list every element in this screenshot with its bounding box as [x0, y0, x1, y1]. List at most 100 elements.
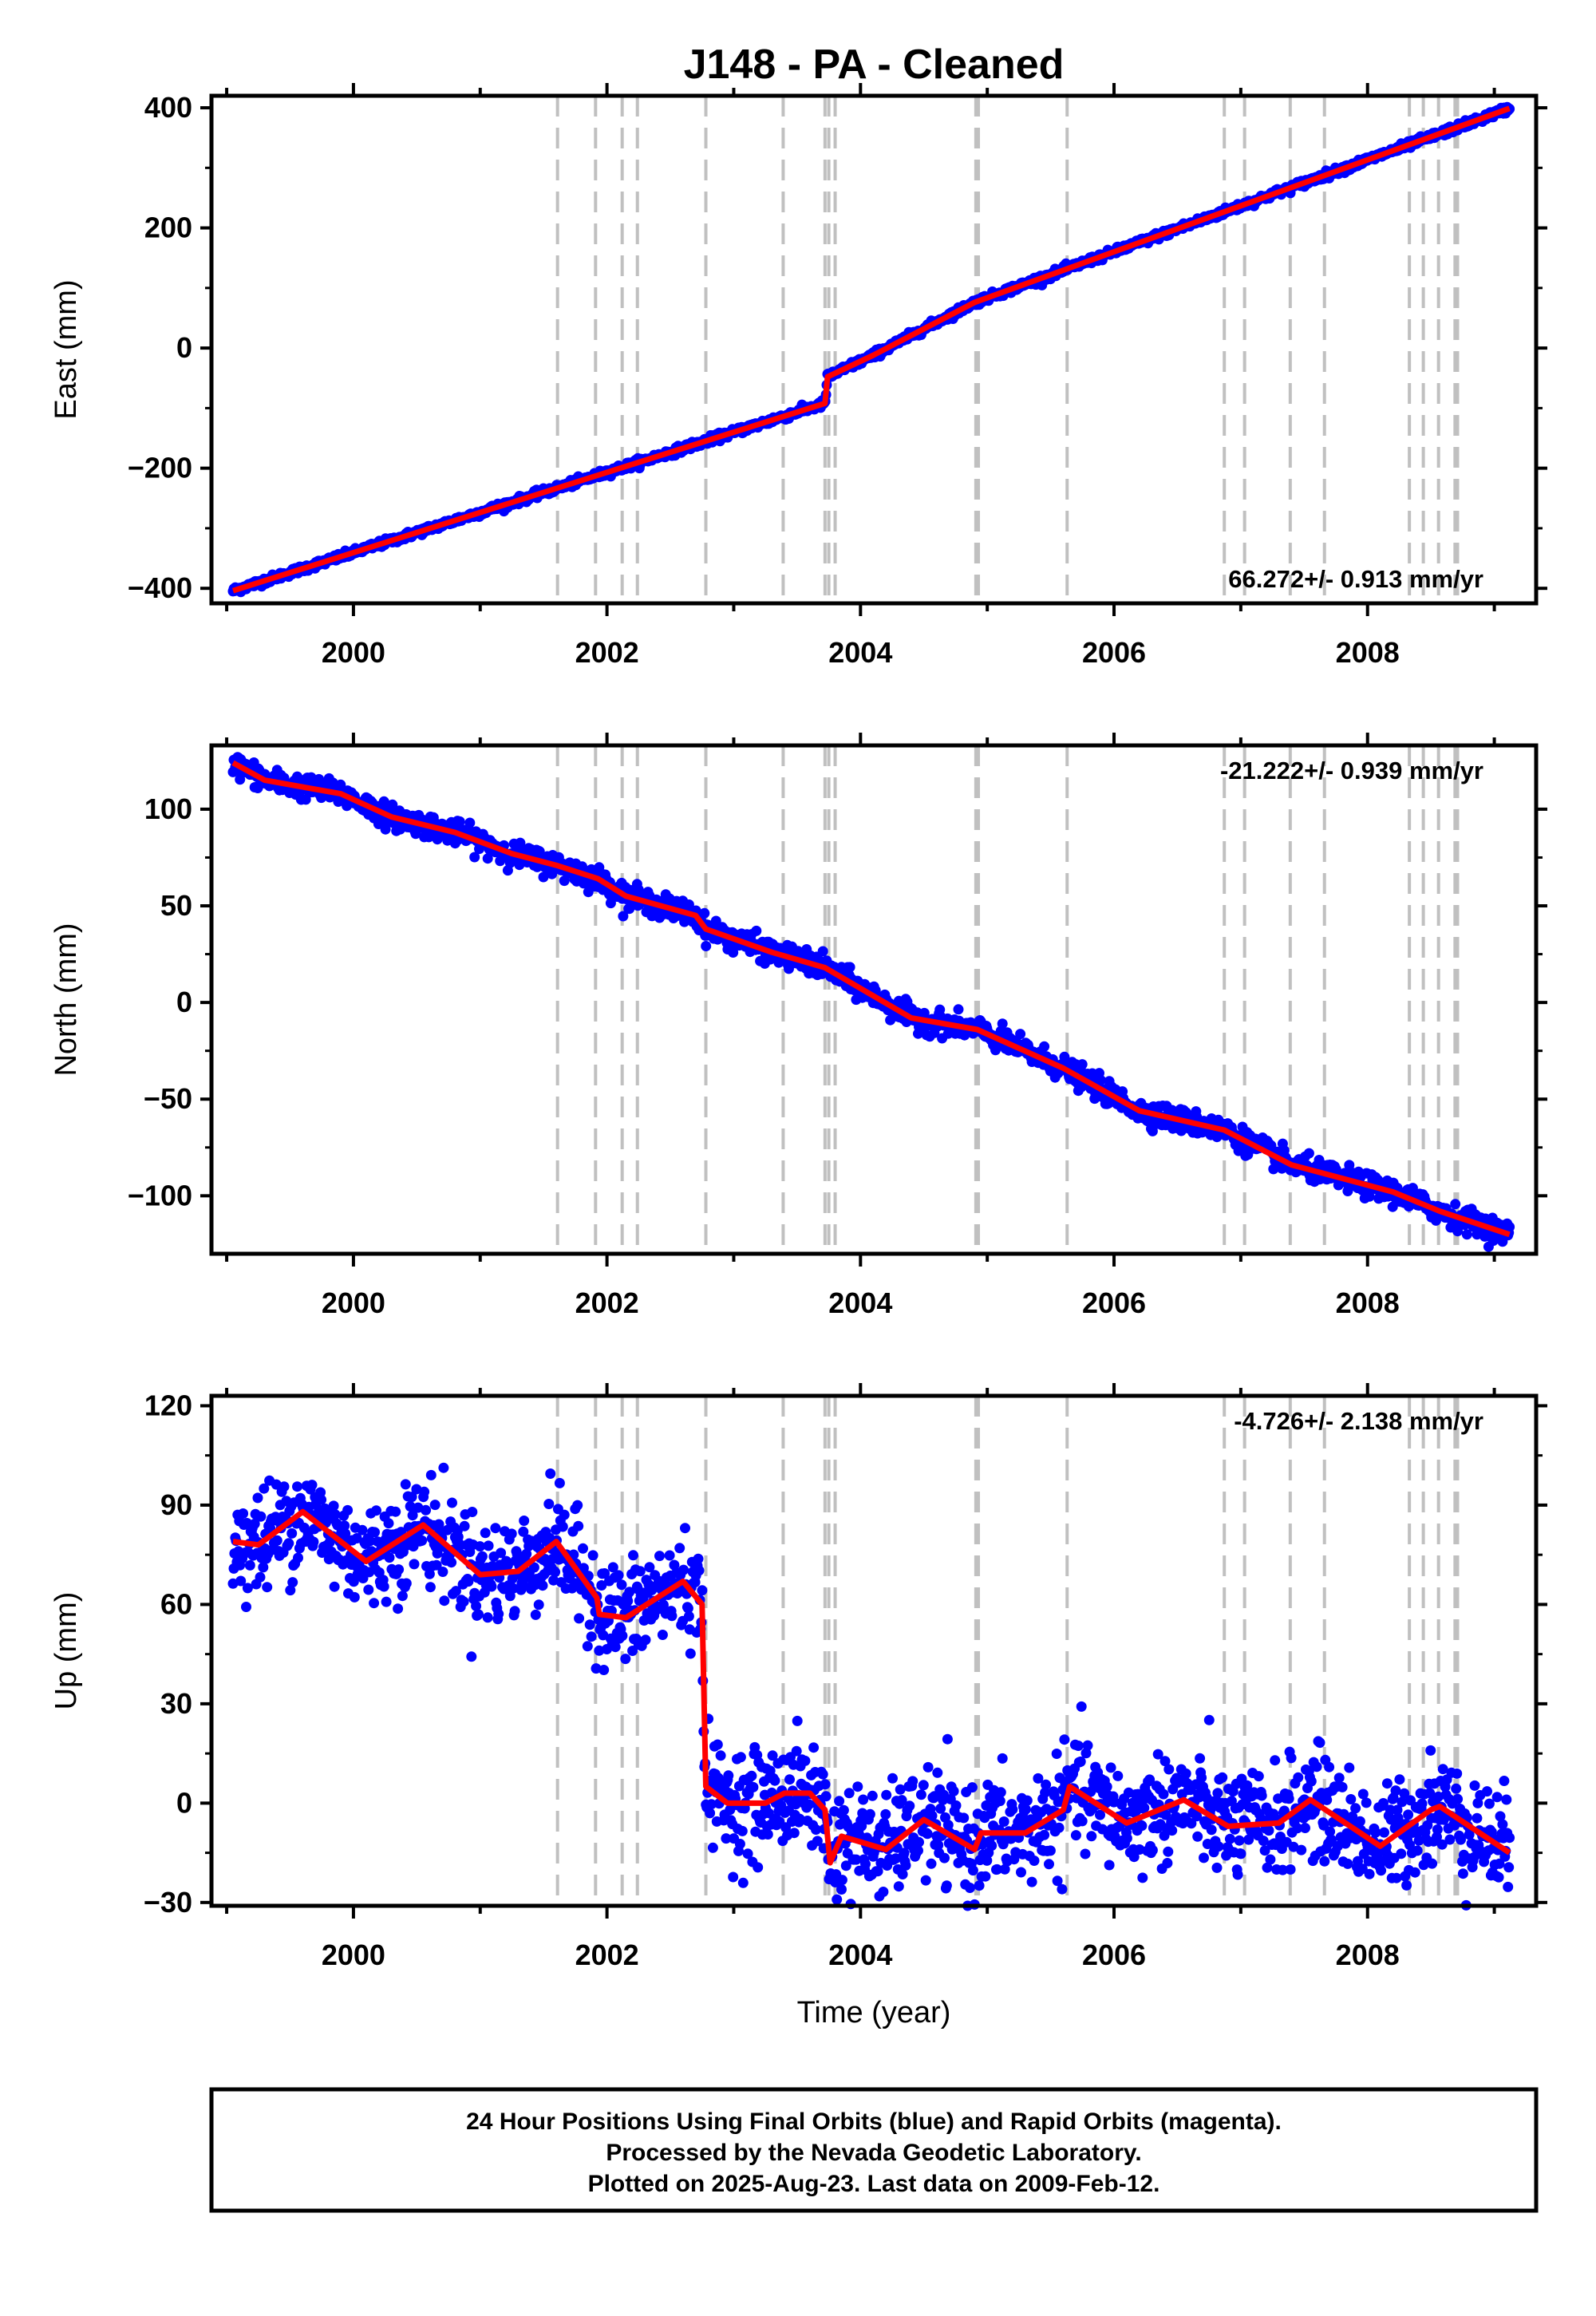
data-point [958, 1812, 970, 1824]
data-point [482, 1612, 493, 1623]
data-point [843, 1788, 855, 1799]
data-point [939, 1852, 950, 1863]
data-point [421, 1504, 432, 1516]
data-point [1195, 1753, 1206, 1764]
data-point [737, 1825, 748, 1836]
rate-label: -21.222+/- 0.939 mm/yr [1220, 757, 1483, 785]
data-point [1450, 1199, 1461, 1210]
data-point [1167, 1825, 1178, 1836]
data-point [467, 1507, 478, 1517]
data-point [466, 1651, 477, 1662]
data-point [657, 1630, 668, 1640]
data-point [800, 1755, 811, 1766]
data-point [480, 1528, 491, 1539]
data-point [838, 1804, 849, 1816]
y-tick-label: 0 [176, 331, 192, 364]
data-point [1285, 1864, 1296, 1875]
data-point [438, 1462, 449, 1473]
data-point [998, 1816, 1009, 1827]
data-point [238, 1508, 249, 1519]
data-point [1311, 1761, 1322, 1773]
data-point [381, 1596, 392, 1607]
data-point [1015, 1029, 1026, 1040]
data-point [329, 1581, 340, 1592]
data-point [836, 1884, 847, 1895]
data-point [860, 1859, 871, 1870]
data-point [1232, 1869, 1243, 1880]
y-tick-label: −100 [128, 1179, 192, 1211]
data-point [836, 1875, 847, 1886]
data-point [1213, 1841, 1224, 1852]
data-point [316, 1494, 327, 1505]
data-point [1086, 1831, 1097, 1842]
y-tick-label: 400 [144, 91, 192, 124]
x-tick-label: 2006 [1082, 1286, 1146, 1319]
data-point [255, 1571, 266, 1583]
data-point [1112, 1770, 1124, 1781]
data-point [753, 1862, 764, 1873]
data-point [922, 1761, 934, 1773]
data-point [1021, 1795, 1033, 1806]
data-point [393, 1603, 404, 1614]
data-point [867, 1790, 878, 1801]
x-tick-label: 2004 [828, 636, 892, 669]
data-point [922, 1828, 933, 1840]
y-tick-label: −50 [144, 1082, 192, 1115]
x-tick-label: 2006 [1082, 636, 1146, 669]
data-point [1283, 1793, 1294, 1804]
data-point [384, 1552, 395, 1563]
data-point [409, 1559, 420, 1570]
data-point [834, 1796, 845, 1807]
data-point [1212, 1788, 1223, 1799]
data-point [1029, 1856, 1040, 1866]
data-point [914, 1836, 924, 1848]
data-point [864, 1808, 875, 1820]
data-point [439, 1595, 450, 1607]
data-point [1026, 1876, 1037, 1887]
data-point [369, 1598, 380, 1609]
data-point [572, 1500, 583, 1511]
data-point [1192, 1831, 1203, 1842]
data-point [292, 1481, 302, 1492]
y-tick-label: 100 [144, 792, 192, 825]
y-tick-label: 50 [160, 889, 192, 922]
x-tick-label: 2000 [322, 636, 385, 669]
data-point [852, 1781, 863, 1792]
data-point [459, 1520, 470, 1531]
data-point [1206, 1824, 1217, 1836]
data-point [1394, 1774, 1405, 1785]
data-point [393, 1564, 405, 1575]
data-point [1300, 1823, 1310, 1833]
data-point [483, 1540, 494, 1551]
data-point [628, 1550, 638, 1561]
data-point [533, 1599, 544, 1611]
data-point [369, 1527, 380, 1538]
data-point [918, 1780, 929, 1791]
data-point [1345, 1794, 1357, 1804]
data-point [293, 1552, 303, 1563]
page-title: J148 - PA - Cleaned [684, 41, 1065, 88]
data-point [1224, 1833, 1235, 1844]
data-point [1057, 1883, 1068, 1895]
data-point [490, 1523, 501, 1534]
data-point [832, 1894, 843, 1905]
data-point [1136, 1820, 1148, 1832]
data-point [1350, 1803, 1361, 1814]
data-point [820, 1779, 831, 1790]
data-point [1235, 1848, 1246, 1860]
data-point [762, 1829, 773, 1840]
data-point [1076, 1701, 1087, 1712]
data-point [1104, 1860, 1115, 1871]
data-point [634, 1566, 646, 1577]
data-point [1361, 1797, 1372, 1808]
data-point [693, 1553, 704, 1564]
data-point [997, 1018, 1008, 1030]
data-point [287, 1577, 298, 1588]
data-point [680, 1523, 690, 1534]
data-point [1080, 1848, 1091, 1860]
data-point [486, 1581, 497, 1592]
data-point [699, 907, 710, 919]
data-point [244, 1559, 255, 1571]
data-point [557, 1521, 568, 1532]
data-point [1105, 1762, 1116, 1773]
